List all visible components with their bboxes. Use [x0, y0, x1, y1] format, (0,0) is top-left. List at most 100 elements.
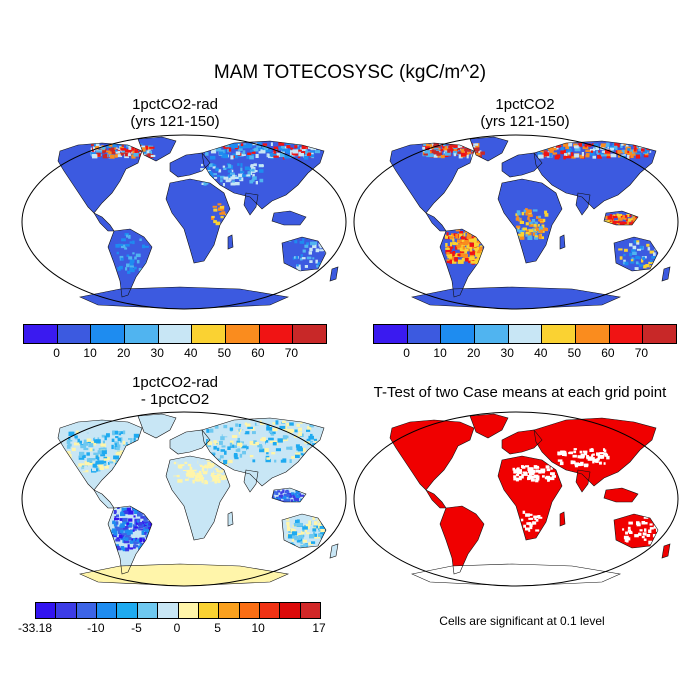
field-cell	[516, 215, 519, 219]
field-cell	[532, 209, 538, 212]
field-cell	[517, 234, 522, 238]
colorbar-swatch	[293, 325, 327, 343]
field-cell	[142, 538, 146, 543]
field-cell	[326, 544, 329, 548]
field-cell	[520, 220, 523, 224]
field-cell	[116, 444, 121, 448]
field-cell	[557, 451, 562, 455]
field-cell	[629, 214, 632, 218]
field-cell	[633, 240, 637, 244]
field-cell	[202, 480, 208, 485]
field-cell	[635, 154, 641, 159]
field-cell	[565, 155, 572, 159]
field-cell	[81, 435, 85, 438]
field-cell	[133, 437, 136, 441]
field-cell	[146, 525, 151, 531]
field-cell	[290, 150, 294, 154]
field-cell	[433, 143, 439, 148]
field-cell	[200, 168, 205, 171]
field-cell	[256, 145, 261, 148]
field-cell	[533, 474, 539, 479]
field-cell	[298, 535, 304, 538]
field-cell	[289, 422, 294, 426]
field-cell	[95, 460, 100, 465]
colorbar-swatch	[97, 603, 118, 618]
field-cell	[178, 461, 184, 465]
field-cell	[120, 244, 126, 249]
field-cell	[449, 144, 454, 148]
field-cell	[68, 431, 75, 436]
field-cell	[121, 143, 124, 147]
field-cell	[538, 236, 542, 239]
field-cell	[643, 143, 647, 147]
field-cell	[144, 245, 149, 248]
field-cell	[274, 459, 277, 463]
field-cell	[469, 250, 474, 255]
map-1pctco2-rad	[21, 134, 347, 310]
field-cell	[144, 145, 149, 150]
field-cell	[279, 425, 286, 429]
field-cell	[95, 455, 99, 460]
field-cell	[102, 440, 105, 444]
field-cell	[517, 470, 522, 475]
field-cell	[204, 467, 208, 471]
field-cell	[110, 154, 115, 159]
field-cell	[639, 245, 643, 249]
field-cell	[201, 163, 204, 167]
field-cell	[100, 456, 104, 460]
field-cell	[230, 155, 234, 160]
field-cell	[478, 251, 482, 255]
field-cell	[557, 453, 561, 456]
field-cell	[644, 528, 647, 532]
field-cell	[585, 154, 590, 158]
field-cell	[106, 433, 110, 437]
colorbar-swatch	[24, 325, 58, 343]
field-cell	[567, 152, 571, 155]
field-cell	[74, 435, 78, 439]
field-cell	[223, 425, 228, 429]
field-cell	[192, 466, 199, 470]
colorbar-tick-label: 0	[403, 346, 410, 360]
field-cell	[528, 469, 533, 473]
field-cell	[467, 233, 470, 236]
field-cell	[211, 215, 215, 218]
field-cell	[475, 254, 479, 257]
field-cell	[221, 211, 226, 215]
land-europe	[502, 430, 542, 454]
field-cell	[458, 154, 463, 159]
field-cell	[615, 150, 619, 154]
field-cell	[242, 150, 246, 155]
field-cell	[564, 153, 568, 156]
field-cell	[313, 438, 317, 441]
field-cell	[477, 240, 481, 245]
field-cell	[630, 261, 635, 264]
field-cell	[275, 491, 279, 495]
field-cell	[627, 218, 633, 222]
field-cell	[137, 522, 143, 526]
field-cell	[269, 152, 274, 157]
field-cell	[115, 545, 120, 549]
field-cell	[466, 235, 472, 240]
field-cell	[237, 437, 240, 442]
field-cell	[527, 217, 530, 220]
field-cell	[466, 154, 469, 159]
field-cell	[242, 174, 246, 178]
field-cell	[234, 182, 240, 186]
field-cell	[244, 431, 250, 435]
field-cell	[460, 148, 465, 154]
field-cell	[440, 155, 445, 159]
field-cell	[443, 154, 449, 158]
field-cell	[249, 441, 254, 445]
coastline-antarctica	[79, 286, 290, 310]
field-cell	[645, 144, 651, 147]
field-cell	[538, 234, 542, 238]
field-cell	[240, 163, 243, 167]
field-cell	[231, 435, 238, 438]
field-cell	[444, 146, 449, 151]
field-cell	[311, 541, 316, 544]
field-cell	[449, 258, 454, 262]
field-cell	[649, 527, 654, 530]
field-cell	[641, 258, 644, 263]
field-cell	[513, 477, 517, 481]
field-cell	[220, 175, 225, 179]
